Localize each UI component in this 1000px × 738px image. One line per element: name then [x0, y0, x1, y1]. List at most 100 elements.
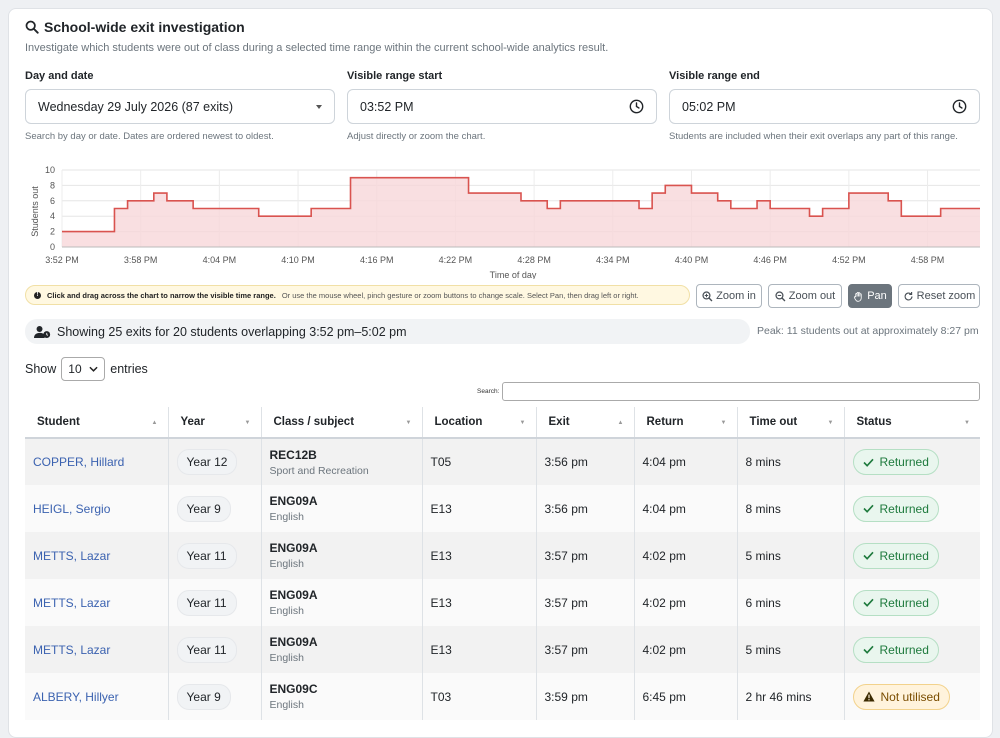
column-header-return[interactable]: Return ▼	[634, 407, 738, 439]
column-header-year[interactable]: Year ▼	[168, 407, 262, 439]
pan-button[interactable]: Pan	[848, 284, 892, 308]
zoom-in-button[interactable]: Zoom in	[696, 284, 762, 308]
x-tick-label: 4:46 PM	[753, 255, 787, 265]
peak-text: Peak: 11 students out at approximately 8…	[757, 325, 979, 337]
students-out-chart[interactable]: 0 2 4 6 8 10 3:52 PM 3:58 PM 4:04 PM 4:10 PM 4:16 …	[25, 157, 985, 279]
column-header-exit[interactable]: Exit ▲	[536, 407, 635, 439]
year-badge: Year 12	[176, 449, 238, 475]
status-label: Returned	[879, 548, 929, 563]
info-icon: !	[34, 291, 41, 299]
chart-hint: ! Click and drag across the chart to nar…	[25, 285, 690, 305]
column-label: Student	[37, 416, 80, 428]
sort-icon: ▼	[405, 420, 412, 426]
range-start-label: Visible range start	[347, 70, 443, 82]
year-badge: Year 9	[176, 683, 231, 710]
column-header-status[interactable]: Status ▼	[844, 407, 980, 439]
students-out-area	[62, 177, 980, 247]
y-tick-label: 6	[50, 196, 55, 206]
search-input[interactable]	[502, 382, 980, 401]
status-badge: Not utilised	[852, 683, 950, 710]
zoom-out-button[interactable]: Zoom out	[768, 284, 842, 308]
return-cell: 6:45 pm	[634, 673, 738, 720]
results-summary-text: Showing 25 exits for 20 students overlap…	[57, 324, 407, 339]
subject-name: English	[269, 652, 304, 664]
student-link[interactable]: HEIGL, Sergio	[33, 501, 111, 516]
column-header-location[interactable]: Location ▼	[422, 407, 537, 439]
column-header-student[interactable]: Student ▲	[25, 407, 169, 439]
status-label: Returned	[879, 642, 929, 657]
return-cell: 4:04 pm	[634, 485, 738, 532]
status-label: Returned	[879, 455, 929, 469]
table-row[interactable]: METTS, Lazar Year 11 ENG09A English E13 3…	[25, 626, 980, 673]
zoom-in-label: Zoom in	[716, 290, 756, 302]
reset-zoom-button[interactable]: Reset zoom	[898, 284, 980, 308]
zoom-out-label: Zoom out	[788, 290, 836, 302]
range-start-input[interactable]: 03:52 PM	[347, 89, 657, 124]
time-out-cell: 8 mins	[737, 438, 845, 485]
column-header-class[interactable]: Class / subject ▼	[261, 407, 423, 439]
student-link[interactable]: METTS, Lazar	[33, 548, 111, 563]
student-link[interactable]: METTS, Lazar	[33, 595, 111, 610]
table-row[interactable]: ALBERY, Hillyer Year 9 ENG09C English T03…	[25, 673, 980, 720]
show-label: Show	[25, 362, 57, 376]
exit-cell: 3:57 pm	[536, 579, 635, 626]
day-date-label: Day and date	[25, 70, 94, 82]
clock-icon[interactable]	[629, 99, 644, 114]
return-cell: 4:04 pm	[634, 438, 738, 485]
refresh-icon	[904, 291, 913, 300]
column-label: Year	[180, 416, 205, 428]
return-cell: 4:02 pm	[634, 579, 738, 626]
zoom-in-icon	[702, 290, 713, 301]
status-badge: Returned	[852, 589, 939, 616]
class-code: ENG09A	[269, 635, 318, 649]
hand-icon	[854, 291, 862, 302]
search-label: Search:	[477, 388, 500, 395]
status-label: Not utilised	[880, 689, 940, 704]
student-link[interactable]: COPPER, Hillard	[33, 455, 125, 469]
year-badge: Year 11	[176, 542, 237, 569]
class-code: ENG09A	[269, 588, 318, 602]
time-out-cell: 5 mins	[737, 532, 845, 579]
exit-cell: 3:56 pm	[536, 438, 635, 485]
sort-asc-icon: ▲	[617, 420, 624, 426]
range-end-input[interactable]: 05:02 PM	[669, 89, 980, 124]
student-link[interactable]: METTS, Lazar	[33, 642, 111, 657]
table-row[interactable]: HEIGL, Sergio Year 9 ENG09A English E13 3…	[25, 485, 980, 532]
subject-name: English	[269, 605, 304, 617]
range-start-help: Adjust directly or zoom the chart.	[347, 131, 486, 142]
location-cell: T05	[422, 438, 537, 485]
time-out-cell: 5 mins	[737, 626, 845, 673]
column-label: Return	[646, 416, 684, 428]
column-header-time-out[interactable]: Time out ▼	[737, 407, 845, 439]
table-row[interactable]: COPPER, Hillard Year 12 REC12B Sport and …	[25, 438, 980, 485]
status-badge: Returned	[852, 449, 939, 475]
check-icon	[862, 551, 874, 560]
year-badge: Year 11	[176, 636, 237, 663]
results-summary: Showing 25 exits for 20 students overlap…	[25, 319, 750, 344]
sort-icon: ▼	[244, 420, 251, 426]
entries-select[interactable]: 10	[61, 357, 106, 381]
status-label: Returned	[879, 501, 929, 516]
clock-icon[interactable]	[952, 99, 967, 114]
y-tick-label: 8	[50, 180, 55, 190]
table-row[interactable]: METTS, Lazar Year 11 ENG09A English E13 3…	[25, 532, 980, 579]
entries-label: entries	[110, 362, 148, 376]
range-end-value: 05:02 PM	[682, 99, 736, 114]
location-cell: E13	[422, 579, 537, 626]
status-label: Returned	[879, 595, 929, 610]
entries-control: Show 10 entries	[25, 357, 148, 381]
status-badge: Returned	[852, 636, 939, 663]
class-code: ENG09A	[269, 494, 318, 508]
range-start-value: 03:52 PM	[360, 99, 414, 114]
x-tick-label: 4:10 PM	[281, 255, 315, 265]
time-out-cell: 6 mins	[737, 579, 845, 626]
y-tick-label: 2	[50, 227, 55, 237]
table-row[interactable]: METTS, Lazar Year 11 ENG09A English E13 3…	[25, 579, 980, 626]
entries-value: 10	[68, 362, 82, 376]
student-link[interactable]: ALBERY, Hillyer	[33, 689, 119, 704]
x-tick-label: 3:58 PM	[124, 255, 158, 265]
subject-name: English	[269, 699, 304, 711]
reset-zoom-label: Reset zoom	[916, 290, 976, 302]
x-tick-label: 3:52 PM	[45, 255, 79, 265]
day-date-select[interactable]: Wednesday 29 July 2026 (87 exits)	[25, 89, 335, 124]
